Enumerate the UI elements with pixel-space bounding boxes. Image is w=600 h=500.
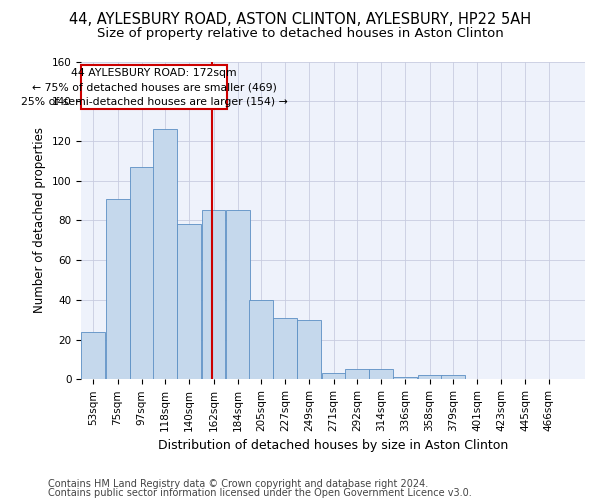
Text: 25% of semi-detached houses are larger (154) →: 25% of semi-detached houses are larger (… bbox=[20, 97, 287, 107]
Text: Size of property relative to detached houses in Aston Clinton: Size of property relative to detached ho… bbox=[97, 28, 503, 40]
Y-axis label: Number of detached properties: Number of detached properties bbox=[33, 128, 46, 314]
Bar bbox=[369, 370, 393, 380]
Bar bbox=[273, 318, 297, 380]
Bar bbox=[249, 300, 273, 380]
Bar bbox=[394, 378, 417, 380]
Bar bbox=[177, 224, 201, 380]
X-axis label: Distribution of detached houses by size in Aston Clinton: Distribution of detached houses by size … bbox=[158, 440, 508, 452]
Bar bbox=[298, 320, 322, 380]
Bar bbox=[202, 210, 226, 380]
Bar bbox=[345, 370, 369, 380]
Text: 44, AYLESBURY ROAD, ASTON CLINTON, AYLESBURY, HP22 5AH: 44, AYLESBURY ROAD, ASTON CLINTON, AYLES… bbox=[69, 12, 531, 28]
Bar bbox=[106, 198, 130, 380]
Bar bbox=[130, 167, 154, 380]
Bar bbox=[418, 376, 442, 380]
Text: Contains public sector information licensed under the Open Government Licence v3: Contains public sector information licen… bbox=[48, 488, 472, 498]
Bar bbox=[153, 129, 177, 380]
Bar bbox=[441, 376, 464, 380]
Bar bbox=[82, 332, 106, 380]
Text: ← 75% of detached houses are smaller (469): ← 75% of detached houses are smaller (46… bbox=[32, 82, 277, 92]
Bar bbox=[226, 210, 250, 380]
FancyBboxPatch shape bbox=[81, 66, 227, 109]
Text: 44 AYLESBURY ROAD: 172sqm: 44 AYLESBURY ROAD: 172sqm bbox=[71, 68, 237, 78]
Text: Contains HM Land Registry data © Crown copyright and database right 2024.: Contains HM Land Registry data © Crown c… bbox=[48, 479, 428, 489]
Bar bbox=[322, 374, 346, 380]
